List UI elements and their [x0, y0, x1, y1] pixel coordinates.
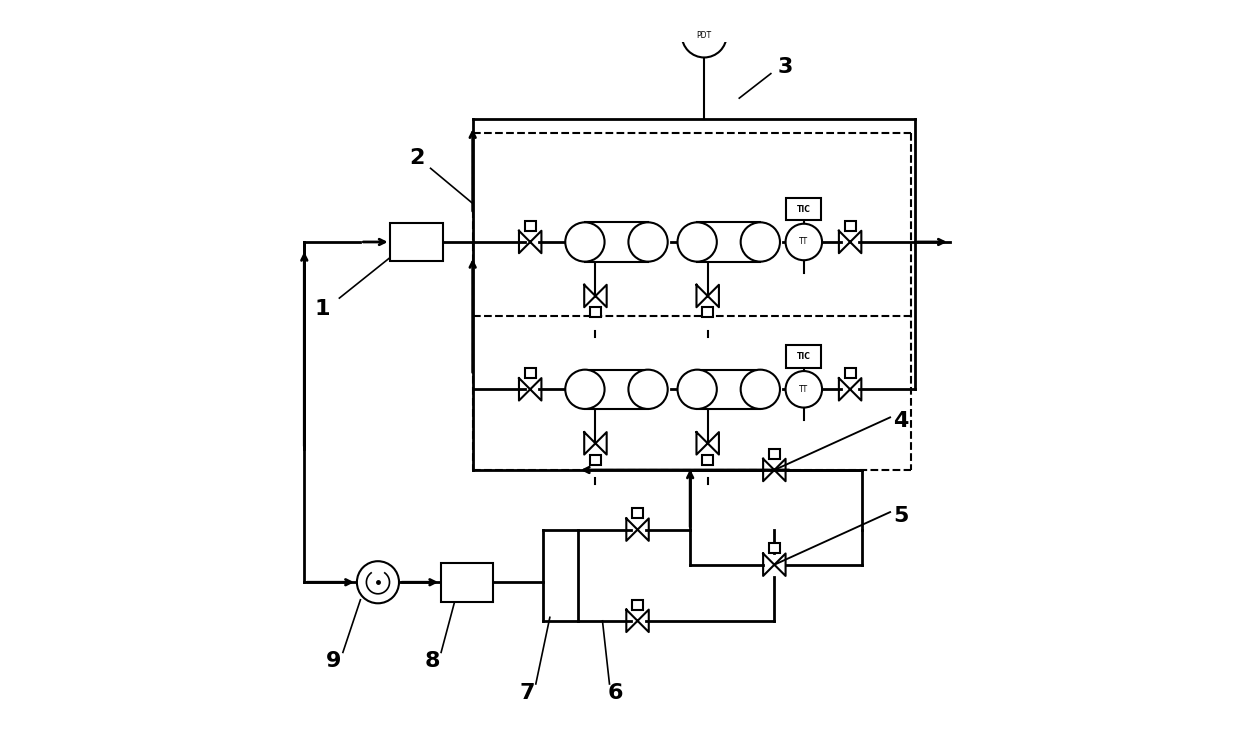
- Bar: [702, 454, 713, 465]
- Circle shape: [629, 222, 667, 261]
- Bar: [786, 197, 821, 221]
- Text: 8: 8: [424, 651, 440, 670]
- Text: TIC: TIC: [797, 205, 811, 214]
- Bar: [697, 370, 760, 409]
- Bar: [844, 368, 856, 378]
- Text: TT: TT: [800, 385, 808, 394]
- Bar: [585, 222, 649, 261]
- Text: 4: 4: [893, 411, 909, 431]
- Bar: [702, 307, 713, 317]
- Bar: [697, 222, 760, 261]
- Circle shape: [357, 561, 399, 603]
- Bar: [844, 221, 856, 231]
- Circle shape: [629, 370, 667, 409]
- Bar: [590, 454, 601, 465]
- Text: 2: 2: [409, 148, 424, 168]
- Bar: [525, 221, 536, 231]
- Text: 9: 9: [326, 651, 341, 670]
- Bar: [769, 448, 780, 459]
- Bar: [525, 368, 536, 378]
- Circle shape: [565, 370, 605, 409]
- Circle shape: [786, 224, 822, 260]
- Circle shape: [682, 13, 727, 57]
- Text: PDT: PDT: [697, 31, 712, 39]
- Circle shape: [740, 222, 780, 261]
- Bar: [682, 0, 727, 9]
- Text: TT: TT: [800, 238, 808, 247]
- Circle shape: [677, 370, 717, 409]
- Text: 7: 7: [520, 683, 536, 703]
- Bar: [769, 543, 780, 554]
- Bar: [786, 345, 821, 367]
- Circle shape: [786, 371, 822, 408]
- Bar: [632, 508, 644, 519]
- Text: 3: 3: [777, 57, 792, 77]
- Text: 6: 6: [608, 683, 622, 703]
- Bar: [585, 370, 649, 409]
- Bar: [391, 223, 443, 261]
- Text: TIC: TIC: [797, 352, 811, 361]
- Bar: [440, 563, 494, 601]
- Bar: [590, 307, 601, 317]
- Circle shape: [565, 222, 605, 261]
- Text: PDIAC: PDIAC: [691, 0, 718, 2]
- Bar: [632, 600, 644, 609]
- Text: 5: 5: [893, 506, 909, 525]
- Text: 1: 1: [314, 299, 330, 319]
- Circle shape: [677, 222, 717, 261]
- Circle shape: [740, 370, 780, 409]
